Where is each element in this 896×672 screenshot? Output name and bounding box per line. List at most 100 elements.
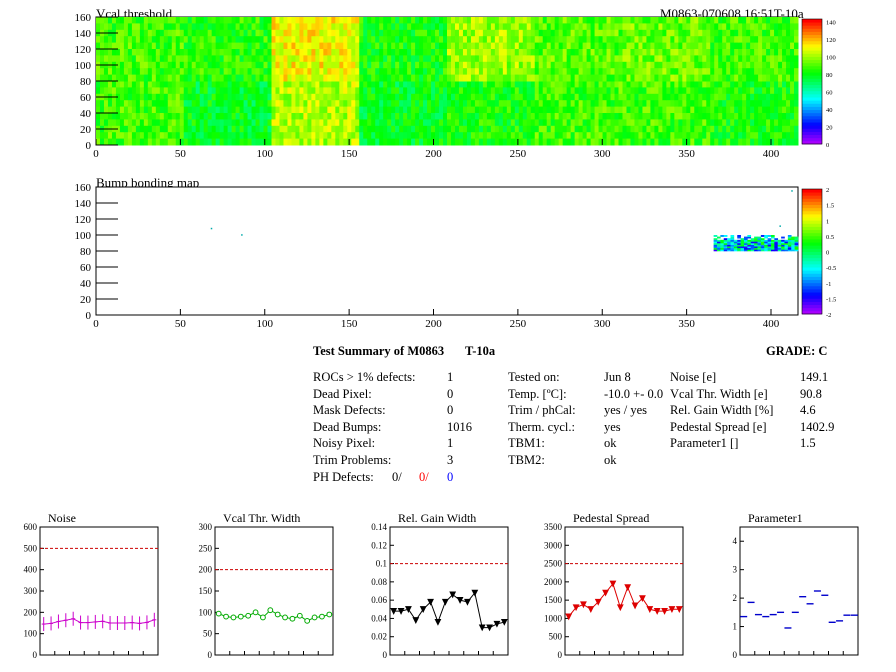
map-cell — [235, 100, 241, 108]
map-cell — [666, 42, 671, 50]
map-cell — [331, 17, 336, 24]
palette-frame — [801, 188, 823, 315]
map-cell — [123, 132, 129, 140]
map-cell — [466, 113, 472, 120]
map-cell — [762, 55, 767, 63]
palette-step — [802, 34, 822, 39]
map-cell — [778, 113, 783, 120]
map-cell — [682, 93, 687, 101]
map-cell — [458, 125, 464, 133]
map-cell — [750, 42, 755, 50]
map-cell — [670, 113, 675, 120]
map-cell — [295, 42, 300, 50]
map-cell — [754, 106, 759, 114]
map-cell — [163, 42, 169, 50]
map-cell — [522, 138, 528, 146]
map-cell — [682, 81, 687, 88]
map-cell — [255, 125, 261, 133]
map-cell — [470, 132, 476, 140]
map-cell — [718, 119, 723, 127]
map-cell — [231, 55, 237, 63]
map-cell — [175, 87, 181, 95]
map-cell — [339, 55, 344, 63]
map-cell — [435, 49, 440, 56]
map-cell — [335, 125, 340, 133]
map-cell — [143, 119, 149, 127]
chart-point — [602, 589, 609, 597]
palette-step — [802, 232, 822, 237]
map-cell — [713, 246, 718, 249]
map-cell — [187, 74, 193, 82]
map-cell — [554, 49, 560, 56]
map-cell — [151, 74, 157, 82]
map-cell — [395, 132, 400, 140]
map-cell — [147, 49, 153, 56]
map-cell — [415, 55, 420, 63]
palette-step — [802, 226, 822, 231]
map-cell — [319, 61, 324, 69]
map-cell — [498, 68, 504, 76]
map-cell — [127, 68, 133, 76]
chart-y-tick-label: 3000 — [544, 540, 563, 550]
map-cell — [363, 113, 368, 120]
map-cell — [542, 81, 548, 88]
map-cell — [435, 55, 440, 63]
summary-label: Temp. [ºC]: — [508, 386, 567, 401]
palette-step — [802, 220, 822, 224]
map-cell — [195, 119, 201, 127]
map-cell — [566, 106, 572, 114]
map-cell — [558, 61, 564, 69]
map-cell — [518, 23, 524, 31]
map-cell — [722, 29, 727, 37]
map-cell — [339, 42, 344, 50]
map-cell — [231, 61, 237, 69]
map-cell — [327, 23, 332, 31]
map-cell — [570, 81, 576, 88]
map-cell — [231, 23, 237, 31]
map-cell — [578, 138, 584, 146]
map-cell — [730, 93, 735, 101]
map-cell — [706, 81, 711, 88]
chart-y-tick-label: 4 — [733, 536, 738, 546]
map-cell — [510, 74, 516, 82]
map-cell — [582, 119, 588, 127]
map-cell — [135, 81, 141, 88]
map-cell — [490, 68, 496, 76]
map-cell — [478, 132, 484, 140]
palette-tick-label: 1.5 — [826, 203, 834, 210]
map-cell — [127, 106, 133, 114]
map-cell — [662, 61, 667, 69]
map-cell — [375, 125, 380, 133]
map-cell — [179, 17, 185, 24]
map-cell — [423, 36, 428, 44]
map-cell — [375, 138, 380, 146]
summary-label: TBM2: — [508, 453, 545, 467]
map-cell — [502, 61, 508, 69]
map-cell — [143, 93, 149, 101]
map-cell — [462, 74, 468, 82]
map-cell — [291, 42, 296, 50]
map-cell — [514, 93, 520, 101]
summary-temp-tag: T-10a — [465, 344, 496, 358]
map-cell — [295, 132, 300, 140]
map-cell — [646, 106, 651, 114]
map-cell — [586, 74, 592, 82]
chart-point — [311, 614, 318, 621]
map-cell — [187, 29, 193, 37]
map-cell — [195, 23, 201, 31]
map-cell — [255, 93, 261, 101]
map-cell — [171, 49, 177, 56]
chart-point — [304, 617, 311, 624]
map-cell — [774, 42, 779, 50]
map-cell — [638, 138, 643, 146]
map-cell — [786, 138, 791, 146]
map-cell — [419, 81, 424, 88]
map-cell — [718, 55, 723, 63]
map-cell — [351, 29, 356, 37]
map-cell — [514, 106, 520, 114]
map-cell — [391, 81, 396, 88]
map-cell — [363, 17, 368, 24]
map-cell — [594, 125, 600, 133]
map-cell — [243, 113, 249, 120]
map-cell — [770, 61, 775, 69]
